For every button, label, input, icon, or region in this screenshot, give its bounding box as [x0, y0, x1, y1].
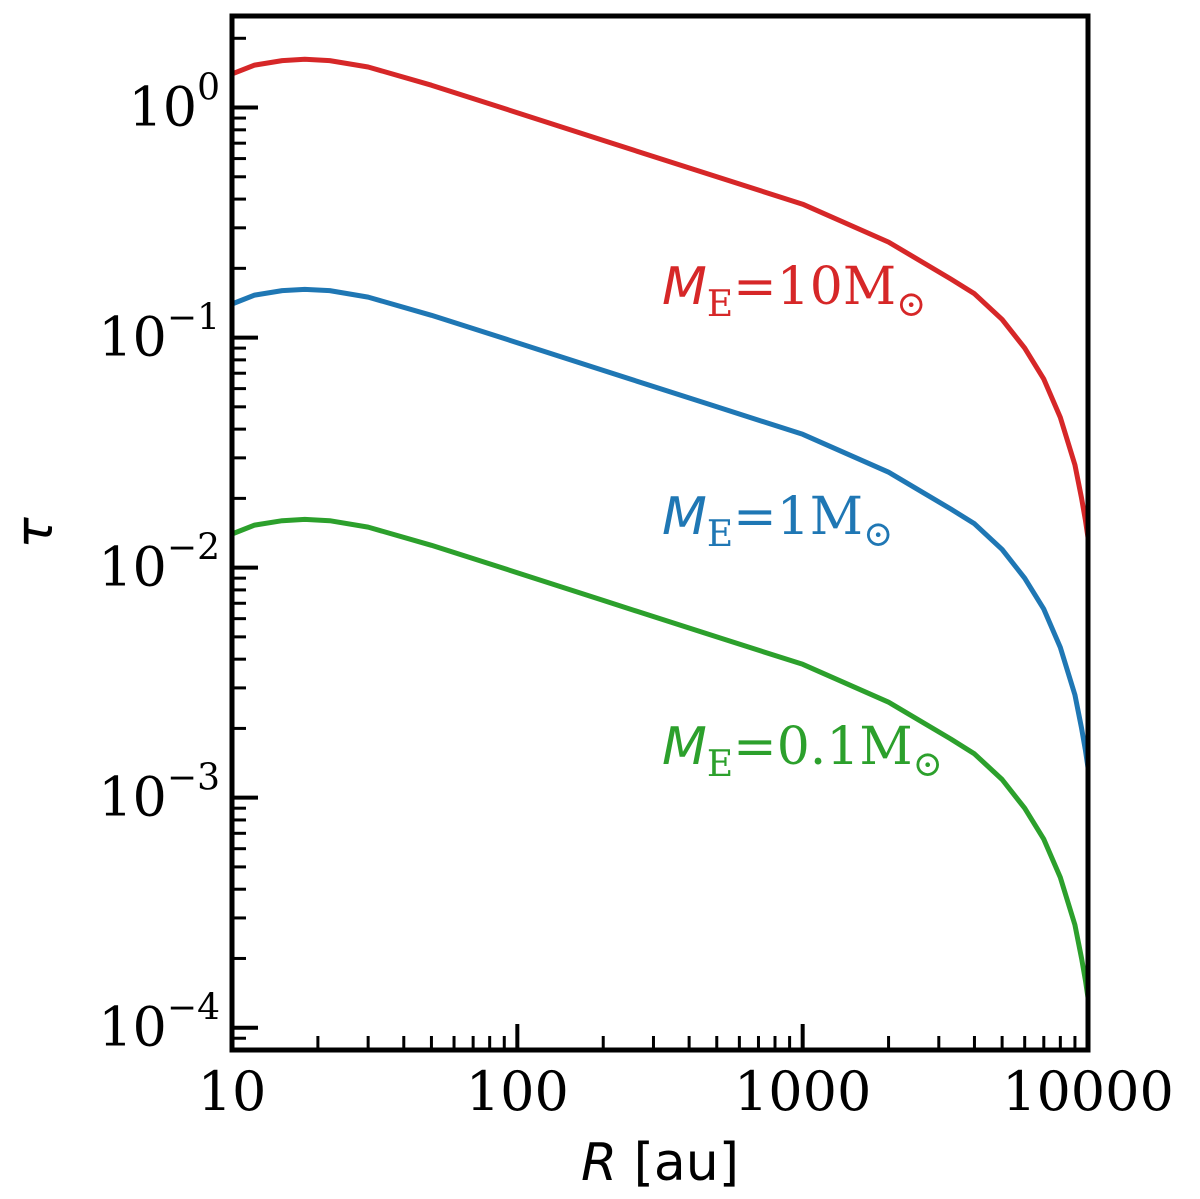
- annotation-symbol: M: [662, 257, 707, 317]
- y-tick-base: 10: [98, 996, 167, 1059]
- x-tick-label: 10: [198, 1060, 267, 1123]
- y-tick-exponent: 0: [197, 68, 220, 109]
- series-annotation-2: ME=0.1M⊙: [662, 717, 943, 785]
- annotation-subscript: E: [707, 514, 733, 555]
- series-layer: [231, 56, 1091, 999]
- series-annotation-0: ME=10M⊙: [662, 257, 926, 325]
- y-axis-symbol: τ: [5, 517, 65, 549]
- y-tick-label: 10−2: [98, 528, 220, 599]
- series-annotation-1: ME=1M⊙: [662, 487, 893, 555]
- x-axis-label: R [au]: [581, 1133, 739, 1193]
- y-tick-exponent: −1: [167, 298, 220, 339]
- y-tick-exponent: −4: [167, 988, 220, 1029]
- x-tick-label: 10000: [1002, 1060, 1174, 1123]
- series-line-2: [231, 516, 1091, 999]
- annotation-subscript: E: [707, 284, 733, 325]
- annotation-layer: ME=10M⊙ME=1M⊙ME=0.1M⊙: [662, 257, 943, 785]
- y-tick-base: 10: [98, 536, 167, 599]
- annotation-symbol: M: [662, 487, 707, 547]
- x-axis-unit: [au]: [617, 1133, 739, 1193]
- x-axis-symbol: R: [581, 1133, 617, 1193]
- annotation-value: =10M: [733, 257, 896, 317]
- y-tick-label: 10−4: [98, 988, 220, 1059]
- y-tick-base: 10: [128, 76, 197, 139]
- y-tick-exponent: −3: [167, 758, 220, 799]
- annotation-symbol: M: [662, 717, 707, 777]
- annotation-sun-symbol: ⊙: [863, 514, 893, 555]
- tick-layer: [230, 36, 1090, 1052]
- annotation-sun-symbol: ⊙: [913, 744, 943, 785]
- annotation-subscript: E: [707, 744, 733, 785]
- annotation-sun-symbol: ⊙: [896, 284, 926, 325]
- x-tick-label: 100: [466, 1060, 569, 1123]
- y-tick-exponent: −2: [167, 528, 220, 569]
- y-tick-label: 10−3: [98, 758, 220, 829]
- series-line-1: [231, 286, 1091, 769]
- x-tick-label: 1000: [734, 1060, 871, 1123]
- y-tick-base: 10: [98, 306, 167, 369]
- y-tick-label: 10−1: [98, 298, 220, 369]
- annotation-value: =0.1M: [733, 717, 913, 777]
- y-tick-base: 10: [98, 766, 167, 829]
- y-tick-label: 100: [128, 68, 220, 139]
- y-axis-label: τ: [5, 517, 65, 549]
- plot-frame: [229, 13, 1091, 1053]
- annotation-value: =1M: [733, 487, 863, 547]
- series-line-0: [231, 56, 1091, 538]
